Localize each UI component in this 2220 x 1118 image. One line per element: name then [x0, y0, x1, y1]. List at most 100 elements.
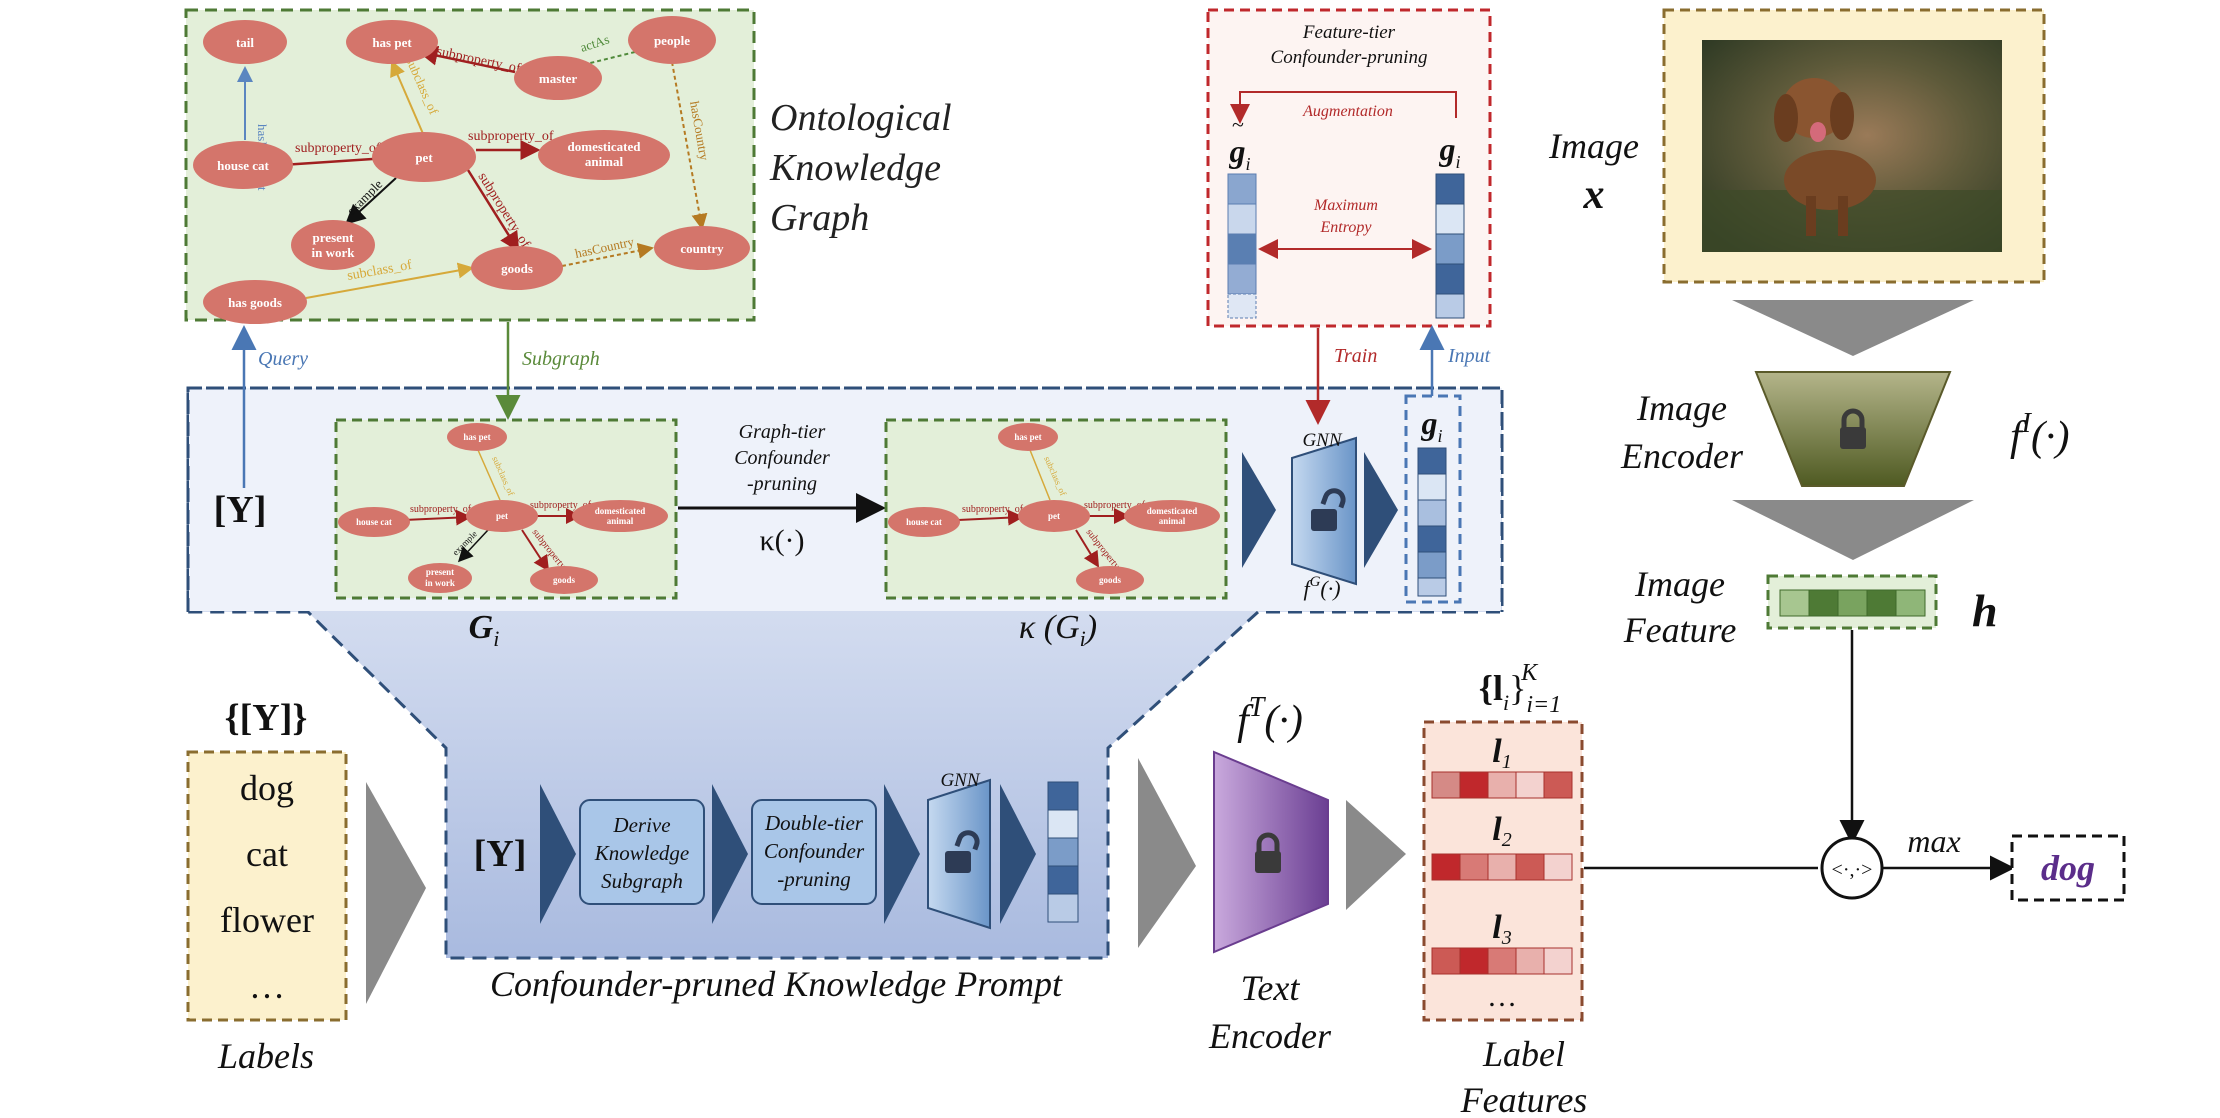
image-var: x [1583, 172, 1605, 218]
gi-top-cell-5 [1417, 551, 1447, 579]
kg-node-house-cat [193, 141, 293, 189]
gi-edge-subproperty-1: subproperty_of [410, 504, 472, 515]
kg-node-domesticated-animal [538, 130, 670, 180]
kgi-node-house-cat [888, 507, 960, 537]
gi-node-house-cat-label: house cat [356, 517, 392, 527]
graph-tier-line-1: Graph-tier [739, 421, 826, 443]
lf2-cell-3 [1487, 853, 1517, 881]
lf3-cell-3 [1487, 947, 1517, 975]
kgi-caption-sub: i [1080, 626, 1086, 651]
lf2-cell-4 [1515, 853, 1545, 881]
lf1-cell-3 [1487, 771, 1517, 799]
kgi-caption-base: κ (G [1019, 609, 1080, 646]
kg-node-country-label: country [680, 241, 724, 256]
g-tilde-cell-4 [1227, 263, 1257, 295]
prompt-module-title: Confounder-pruned Knowledge Prompt [490, 964, 1063, 1004]
lf-header-range: i=1 [1526, 692, 1561, 718]
kgi-node-pet-label: pet [1048, 511, 1060, 521]
kg-node-domesticated-label-1: domesticated [568, 139, 642, 154]
lf-item-1-label: l1 [1492, 733, 1511, 773]
gi-top-cell-4 [1417, 525, 1447, 553]
kg-node-master-label: master [539, 71, 577, 86]
kgi-edge-subproperty-2: subproperty_of [1084, 500, 1146, 511]
kg-node-present-in-work [291, 220, 375, 270]
lf2-cell-1 [1431, 853, 1461, 881]
kg-node-pet-label: pet [415, 150, 433, 165]
query-label: Query [258, 348, 308, 370]
lf-item-1-base: l [1492, 733, 1502, 770]
kg-node-country [654, 226, 750, 270]
prompt-vec-cell-2 [1047, 809, 1079, 839]
image-feature-caption-2: Feature [1623, 610, 1737, 650]
subgraph-gi-box: subclass_of subproperty_of subproperty_o… [334, 418, 678, 600]
label-item-ellipsis: … [249, 966, 285, 1006]
g-feature-base: g [1438, 131, 1455, 167]
gi-node-domesticated [572, 500, 668, 532]
double-tier-box: Double-tier Confounder -pruning [751, 799, 877, 905]
kg-node-pet [372, 132, 476, 182]
labels-header: {[Y]} [225, 697, 308, 739]
subgraph-label: Subgraph [522, 348, 600, 370]
result-label: dog [2041, 848, 2095, 888]
lf-item-1-sub: 1 [1502, 751, 1512, 773]
lf2-cell-2 [1459, 853, 1489, 881]
kgi-node-has-pet [998, 423, 1058, 451]
g-tilde-sub: i [1245, 154, 1250, 174]
lf1-cell-2 [1459, 771, 1489, 799]
prompt-vec-cell-3 [1047, 837, 1079, 867]
feature-tier-box: Feature-tier Confounder-pruning Augmenta… [1206, 8, 1492, 328]
image-encoder-caption-1: Image [1636, 388, 1727, 428]
double-tier-line-1: Double-tier [764, 811, 864, 835]
gnn-bottom-block: GNN [927, 770, 991, 930]
prompt-to-encoder-arrow [1138, 758, 1196, 948]
g-tilde-base: g [1228, 133, 1245, 169]
kgi-node-house-cat-label: house cat [906, 517, 942, 527]
derive-line-2: Knowledge [594, 841, 690, 865]
gi-edge-subproperty-2: subproperty_of [530, 500, 592, 511]
train-label: Train [1334, 345, 1377, 367]
derive-line-3: Subgraph [601, 869, 683, 893]
gi-top-cell-1 [1417, 447, 1447, 475]
lf-item-3-label: l3 [1492, 909, 1511, 949]
prompt-y-label-bottom: [Y] [474, 833, 527, 875]
lf3-cell-1 [1431, 947, 1461, 975]
gi-caption: Gi [469, 609, 500, 651]
gi-node-pet-label: pet [496, 511, 508, 521]
double-tier-line-2: Confounder [764, 839, 865, 863]
lf3-cell-2 [1459, 947, 1489, 975]
prompt-chevron-2 [712, 784, 748, 924]
kappa-label: κ(·) [759, 524, 804, 557]
lf-caption-1: Label [1482, 1034, 1565, 1074]
fg-label-base: f [1303, 576, 1312, 601]
tilde-mark: ~ [1232, 112, 1244, 137]
kg-node-present-label-2: in work [312, 245, 356, 260]
edge-label-subproperty-1: subproperty_of [295, 141, 381, 156]
kg-node-has-pet [346, 20, 438, 64]
gi-node-goods-label: goods [553, 575, 576, 585]
gnn-top-chevron-left [1242, 452, 1276, 568]
gnn-top-block: GNN fG(·) [1242, 430, 1398, 601]
text-encoder-func-arg: (·) [1264, 698, 1302, 744]
gi-node-domesticated-label-2: animal [607, 516, 634, 526]
img-feat-cell-3 [1837, 589, 1868, 617]
prompt-chevron-4 [1000, 784, 1036, 924]
augmentation-label: Augmentation [1302, 103, 1393, 120]
text-encoder-caption-2: Encoder [1208, 1016, 1332, 1056]
g-tilde-cell-5 [1227, 293, 1257, 319]
double-tier-line-3: -pruning [777, 867, 851, 891]
image-encoder-func: fI(·) [2010, 408, 2069, 460]
kgi-node-goods [1076, 566, 1144, 594]
image-input-box [1662, 8, 2046, 284]
kg-node-has-goods [203, 280, 307, 324]
text-encoder-func: fT(·) [1237, 692, 1303, 744]
graph-tier-line-2: Confounder [734, 447, 830, 469]
kg-node-present-label-1: present [313, 230, 355, 245]
gi-caption-sub: i [493, 626, 499, 651]
fg-label-arg: (·) [1320, 576, 1340, 601]
img-feat-cell-2 [1808, 589, 1839, 617]
gi-node-has-pet [447, 423, 507, 451]
g-tilde-cell-2 [1227, 203, 1257, 235]
lf-item-3-sub: 3 [1501, 927, 1512, 949]
g-feature-sub: i [1455, 152, 1460, 172]
kg-node-goods-label: goods [501, 261, 533, 276]
